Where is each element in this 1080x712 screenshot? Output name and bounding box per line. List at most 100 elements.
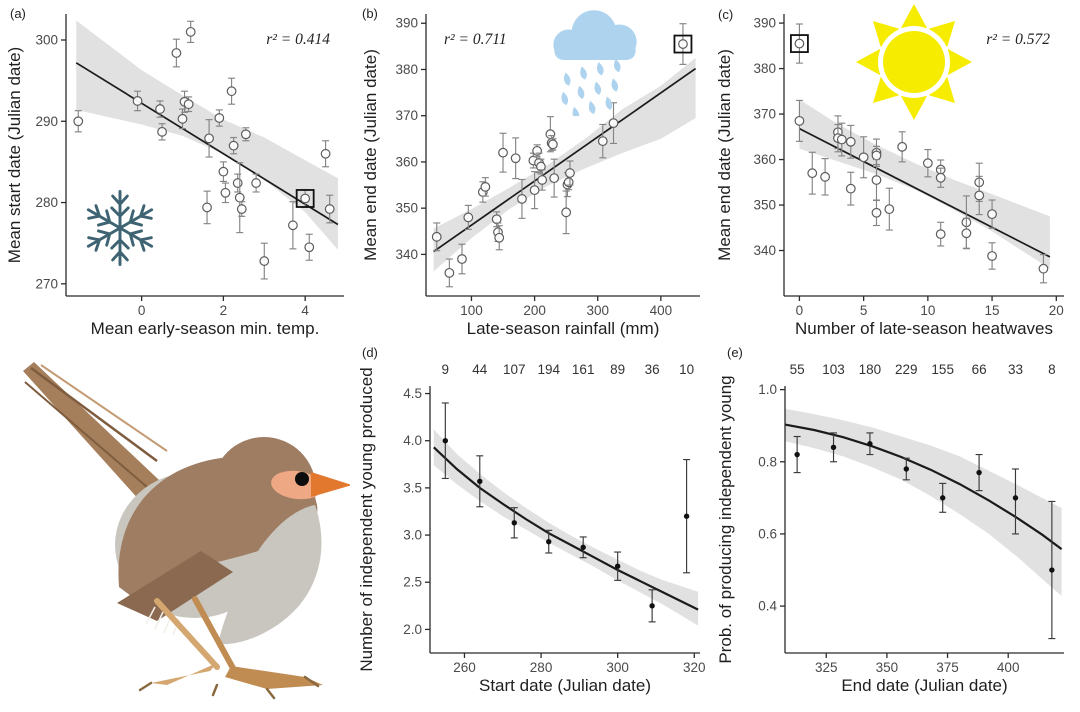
svg-text:194: 194 xyxy=(537,362,560,377)
svg-text:400: 400 xyxy=(650,303,673,318)
bird-wing xyxy=(117,551,233,621)
panel-label-e: (e) xyxy=(727,345,743,360)
svg-text:229: 229 xyxy=(895,362,918,377)
svg-text:9: 9 xyxy=(442,362,450,377)
svg-text:End date (Julian date): End date (Julian date) xyxy=(841,676,1007,695)
svg-text:0.6: 0.6 xyxy=(758,526,777,541)
bird-fluff xyxy=(145,606,180,636)
bird-beak xyxy=(311,472,352,497)
svg-text:4: 4 xyxy=(301,303,309,318)
svg-text:155: 155 xyxy=(931,362,954,377)
svg-text:55: 55 xyxy=(790,362,805,377)
svg-text:4.0: 4.0 xyxy=(403,433,422,448)
bird-throat xyxy=(218,505,322,645)
svg-text:360: 360 xyxy=(395,154,418,169)
panel-e: (e) 325 350 375 400 0.4 0.6 0.8 1.0 End date (Ju… xyxy=(715,340,1080,707)
svg-text:36: 36 xyxy=(645,362,660,377)
svg-text:8: 8 xyxy=(1048,362,1056,377)
svg-text:0.8: 0.8 xyxy=(758,454,777,469)
svg-text:20: 20 xyxy=(1049,303,1064,318)
svg-text:370: 370 xyxy=(395,108,418,123)
svg-text:107: 107 xyxy=(503,362,526,377)
svg-text:103: 103 xyxy=(822,362,845,377)
svg-text:Number of late-season heatwave: Number of late-season heatwaves xyxy=(795,319,1053,338)
chart-end-date-vs-heatwaves: 0 5 10 15 20 340 350 360 370 380 390 Number of late… xyxy=(710,0,1080,343)
svg-text:340: 340 xyxy=(753,243,776,258)
svg-text:r² = 0.414: r² = 0.414 xyxy=(266,31,330,48)
svg-text:3.0: 3.0 xyxy=(403,528,422,543)
svg-text:Mean end date (Julian date): Mean end date (Julian date) xyxy=(715,49,734,261)
svg-text:380: 380 xyxy=(753,61,776,76)
svg-text:280: 280 xyxy=(35,195,58,210)
svg-text:380: 380 xyxy=(395,62,418,77)
svg-text:3.5: 3.5 xyxy=(403,480,422,495)
panel-label-d: (d) xyxy=(362,345,378,360)
svg-text:5: 5 xyxy=(860,303,868,318)
svg-text:350: 350 xyxy=(876,660,899,675)
svg-text:325: 325 xyxy=(815,660,838,675)
svg-text:r² = 0.572: r² = 0.572 xyxy=(986,31,1050,48)
svg-text:2.5: 2.5 xyxy=(403,575,422,590)
sun-icon xyxy=(856,4,972,120)
svg-text:0.4: 0.4 xyxy=(758,599,777,614)
svg-text:400: 400 xyxy=(997,660,1020,675)
panel-label-b: (b) xyxy=(362,6,378,21)
svg-text:200: 200 xyxy=(523,303,546,318)
svg-text:260: 260 xyxy=(453,660,476,675)
svg-text:10: 10 xyxy=(920,303,935,318)
svg-text:340: 340 xyxy=(395,247,418,262)
svg-text:Prob. of producing independent: Prob. of producing independent young xyxy=(716,375,735,663)
svg-text:100: 100 xyxy=(460,303,483,318)
bird-legs xyxy=(138,596,323,700)
svg-text:390: 390 xyxy=(395,16,418,31)
chart-end-date-vs-rainfall: 100 200 300 400 340 350 360 370 380 390 Late-seaso… xyxy=(356,0,710,343)
bird-tail xyxy=(23,362,177,523)
chart-start-date-vs-min-temp: 0 2 4 270 280 290 300 Mean early-season min. te… xyxy=(0,0,356,343)
svg-text:300: 300 xyxy=(606,660,629,675)
panel-label-c: (c) xyxy=(718,7,734,22)
svg-text:15: 15 xyxy=(985,303,1000,318)
svg-text:66: 66 xyxy=(972,362,987,377)
panel-d: (d) 260 280 300 320 2.0 2.5 3.0 3.5 4.0 4.5 Start … xyxy=(356,340,714,707)
svg-text:0: 0 xyxy=(138,303,146,318)
svg-text:180: 180 xyxy=(859,362,882,377)
svg-text:300: 300 xyxy=(586,303,609,318)
svg-text:350: 350 xyxy=(395,201,418,216)
panel-a: (a) 0 2 4 270 280 290 300 Mean early-season min… xyxy=(0,0,356,338)
svg-text:161: 161 xyxy=(572,362,595,377)
bird-face-patch xyxy=(271,470,323,500)
svg-text:4.5: 4.5 xyxy=(403,386,422,401)
panel-b: (b) 100 200 300 400 340 350 360 370 380 390 Late-s… xyxy=(356,0,710,338)
svg-text:89: 89 xyxy=(610,362,625,377)
svg-text:0: 0 xyxy=(796,303,804,318)
svg-text:360: 360 xyxy=(753,152,776,167)
bird-eye xyxy=(295,472,309,486)
chart-young-produced-vs-start-date: 260 280 300 320 2.0 2.5 3.0 3.5 4.0 4.5 Start date… xyxy=(356,340,714,712)
panel-bird xyxy=(5,355,352,705)
svg-text:270: 270 xyxy=(35,276,58,291)
svg-text:300: 300 xyxy=(35,33,58,48)
svg-text:375: 375 xyxy=(936,660,959,675)
svg-text:370: 370 xyxy=(753,107,776,122)
chart-prob-young-vs-end-date: 325 350 375 400 0.4 0.6 0.8 1.0 End date (Julian… xyxy=(715,340,1080,712)
panel-c: (c) 0 5 10 15 20 340 350 360 370 380 390 Number of … xyxy=(710,0,1080,338)
svg-text:390: 390 xyxy=(753,16,776,31)
svg-text:350: 350 xyxy=(753,198,776,213)
fairy-wren-illustration xyxy=(23,362,352,700)
svg-text:r² = 0.711: r² = 0.711 xyxy=(444,31,507,48)
rain-cloud-icon xyxy=(553,10,637,116)
svg-text:10: 10 xyxy=(679,362,694,377)
svg-text:Late-season rainfall (mm): Late-season rainfall (mm) xyxy=(467,319,660,338)
svg-text:1.0: 1.0 xyxy=(758,382,777,397)
svg-text:Mean start date (Julian date): Mean start date (Julian date) xyxy=(5,47,24,263)
snowflake-icon xyxy=(86,190,154,266)
svg-text:2: 2 xyxy=(220,303,228,318)
svg-text:44: 44 xyxy=(472,362,488,377)
svg-text:Mean early-season min. temp.: Mean early-season min. temp. xyxy=(91,319,320,338)
svg-text:Mean end date (Julian date): Mean end date (Julian date) xyxy=(361,49,380,261)
bird-head xyxy=(212,437,316,541)
svg-text:Start date (Julian date): Start date (Julian date) xyxy=(479,676,651,695)
svg-text:280: 280 xyxy=(530,660,553,675)
panel-label-a: (a) xyxy=(10,6,26,21)
svg-text:290: 290 xyxy=(35,114,58,129)
